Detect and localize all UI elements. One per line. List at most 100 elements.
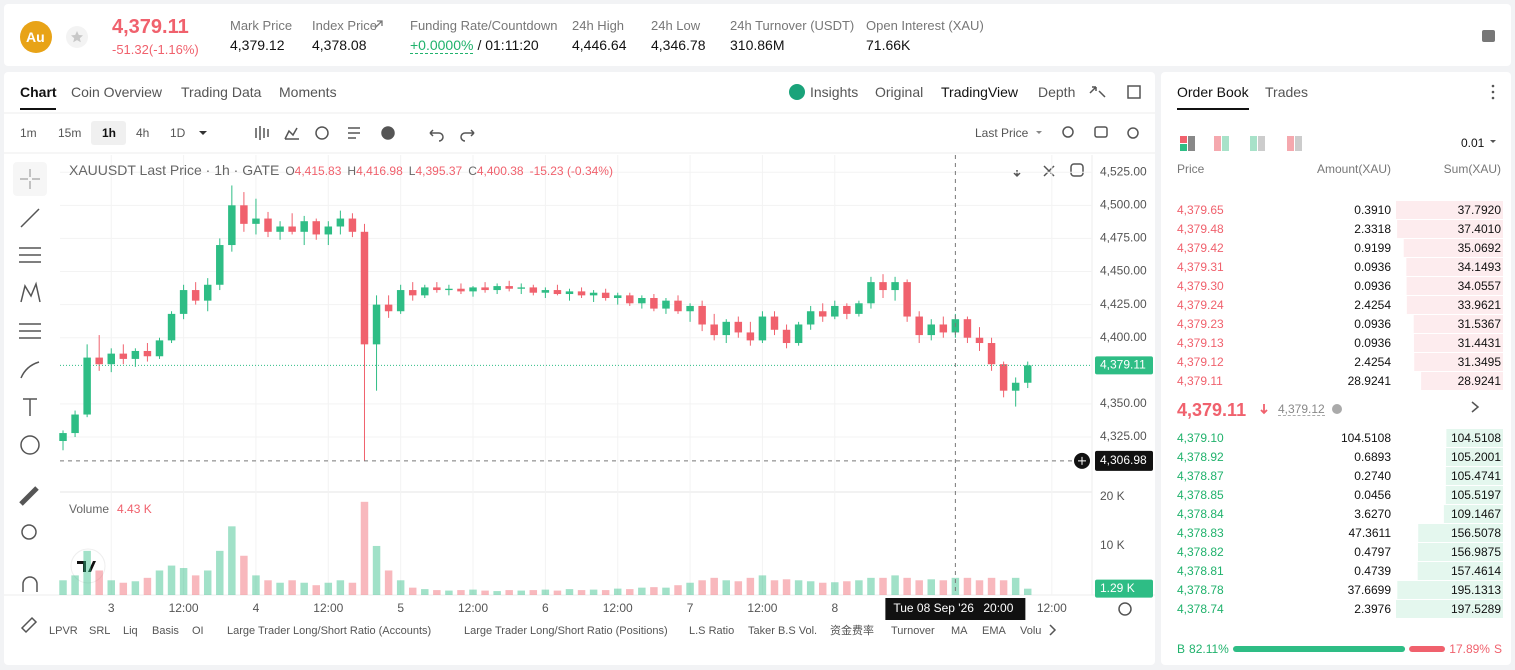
projection-tool[interactable] — [19, 323, 41, 339]
chart-tab[interactable]: Chart — [20, 84, 57, 100]
redo-icon[interactable] — [460, 129, 475, 142]
candle-body — [408, 290, 417, 296]
indicator[interactable]: Large Trader Long/Short Ratio (Positions… — [464, 625, 668, 637]
layout-icon[interactable] — [1482, 30, 1495, 42]
add-icon[interactable] — [381, 126, 395, 140]
price-type[interactable]: Last Price — [975, 126, 1029, 140]
pane-maximize[interactable] — [1070, 163, 1084, 177]
camera-icon[interactable] — [1094, 126, 1108, 138]
candle-body — [782, 329, 791, 344]
template-icon[interactable] — [348, 127, 360, 139]
emoji-tool[interactable] — [20, 435, 40, 455]
dropdown-arrow[interactable] — [199, 131, 207, 135]
pattern-tool[interactable] — [20, 281, 41, 303]
search-icon[interactable] — [1062, 126, 1074, 138]
indicator[interactable]: SRL — [89, 625, 111, 637]
fib-tool[interactable] — [19, 247, 41, 263]
brush-tool[interactable] — [20, 361, 40, 379]
volume-bar — [613, 588, 622, 595]
buy-key: B — [1177, 642, 1186, 656]
indicator[interactable]: EMA — [982, 625, 1006, 637]
volume-bar — [831, 582, 839, 595]
candle-body — [758, 316, 767, 341]
indicator[interactable]: Taker B.S Vol. — [748, 625, 818, 637]
indicator[interactable]: Turnover — [891, 625, 935, 637]
volume-bar — [348, 582, 357, 595]
tradingview-logo — [70, 548, 106, 584]
interval[interactable]: 4h — [136, 126, 150, 140]
scroll-right[interactable] — [1049, 624, 1057, 636]
interval[interactable]: 1D — [170, 126, 186, 140]
indicator[interactable]: 资金费率 — [830, 625, 874, 637]
book-price: 4,379.13 — [1177, 336, 1224, 350]
book-sum: 105.2001 — [1450, 450, 1501, 464]
menu-dot[interactable] — [1491, 90, 1495, 94]
menu-dot[interactable] — [1491, 96, 1495, 100]
book-precision[interactable]: 0.01 — [1461, 136, 1485, 150]
chart-tab[interactable]: Trading Data — [181, 84, 262, 100]
zoom-tool[interactable] — [21, 524, 37, 540]
replay-icon[interactable] — [315, 126, 329, 140]
candle-body — [927, 324, 935, 336]
candle-body — [95, 357, 103, 365]
book-amount: 2.4254 — [1354, 298, 1391, 312]
magnet-tool[interactable] — [22, 576, 38, 592]
candle-body — [626, 295, 634, 304]
volume-bar — [360, 501, 369, 595]
dropdown-arrow[interactable] — [1036, 131, 1042, 134]
book-tab[interactable]: Order Book — [1177, 84, 1249, 100]
book-tab[interactable]: Trades — [1265, 84, 1309, 100]
line-tool[interactable] — [20, 208, 40, 228]
expand-icon[interactable] — [1089, 86, 1106, 98]
indicator[interactable]: Large Trader Long/Short Ratio (Accounts) — [227, 625, 432, 637]
chart-tab[interactable]: Moments — [279, 84, 337, 100]
depth-bar — [1418, 524, 1503, 542]
funding-rate: +0.0000% — [410, 37, 474, 54]
window-icon[interactable] — [1127, 85, 1141, 99]
book-view-icons[interactable] — [1180, 136, 1302, 151]
candle-body — [505, 286, 513, 289]
candle-body — [855, 303, 863, 314]
undo-icon[interactable] — [429, 129, 444, 142]
text-tool[interactable] — [23, 398, 37, 416]
lock-tool[interactable] — [20, 616, 38, 634]
indicator[interactable]: LPVR — [49, 625, 78, 637]
pane-controls[interactable] — [1013, 165, 1055, 178]
volume-bar — [143, 577, 152, 595]
expand-book[interactable] — [1471, 401, 1480, 413]
timezone-settings[interactable] — [1118, 602, 1132, 616]
indicator[interactable]: L.S Ratio — [689, 625, 735, 637]
dropdown-arrow[interactable] — [1490, 140, 1496, 143]
chart-tab[interactable]: Coin Overview — [71, 84, 163, 100]
interval[interactable]: 1h — [102, 126, 117, 140]
indicator[interactable]: Basis — [152, 625, 179, 637]
volume-bar — [915, 580, 923, 595]
indicator[interactable]: Volu — [1020, 625, 1042, 637]
menu-dot[interactable] — [1491, 84, 1495, 88]
indicator[interactable]: Liq — [123, 625, 138, 637]
interval[interactable]: 15m — [58, 126, 82, 140]
candle-type-icon[interactable] — [255, 126, 269, 140]
candle-body — [806, 311, 815, 325]
ruler-tool[interactable] — [19, 486, 39, 506]
indicators-icon[interactable] — [284, 127, 299, 140]
candle-body — [203, 284, 212, 301]
interval[interactable]: 1m — [20, 126, 37, 140]
settings-icon[interactable] — [1127, 127, 1139, 139]
volume-bar — [203, 570, 212, 595]
candle-body — [674, 300, 682, 312]
depth-bar — [1406, 258, 1503, 276]
view-tab[interactable]: Insights — [810, 84, 859, 100]
view-tab[interactable]: Depth — [1038, 84, 1076, 100]
indicator[interactable]: OI — [192, 625, 204, 637]
view-tab[interactable]: Original — [875, 84, 924, 100]
x-tick-label: 12:00 — [169, 601, 199, 615]
volume-bar — [240, 555, 248, 595]
depth-bar — [1396, 600, 1503, 618]
active-tab-underline — [1177, 108, 1249, 110]
view-tab[interactable]: TradingView — [941, 84, 1019, 100]
legend-value: 4,416.98 — [356, 164, 403, 178]
indicator[interactable]: MA — [951, 625, 968, 637]
stat-value: 4,346.78 — [651, 37, 706, 53]
sell-ratio-label: 17.89% — [1449, 642, 1490, 656]
